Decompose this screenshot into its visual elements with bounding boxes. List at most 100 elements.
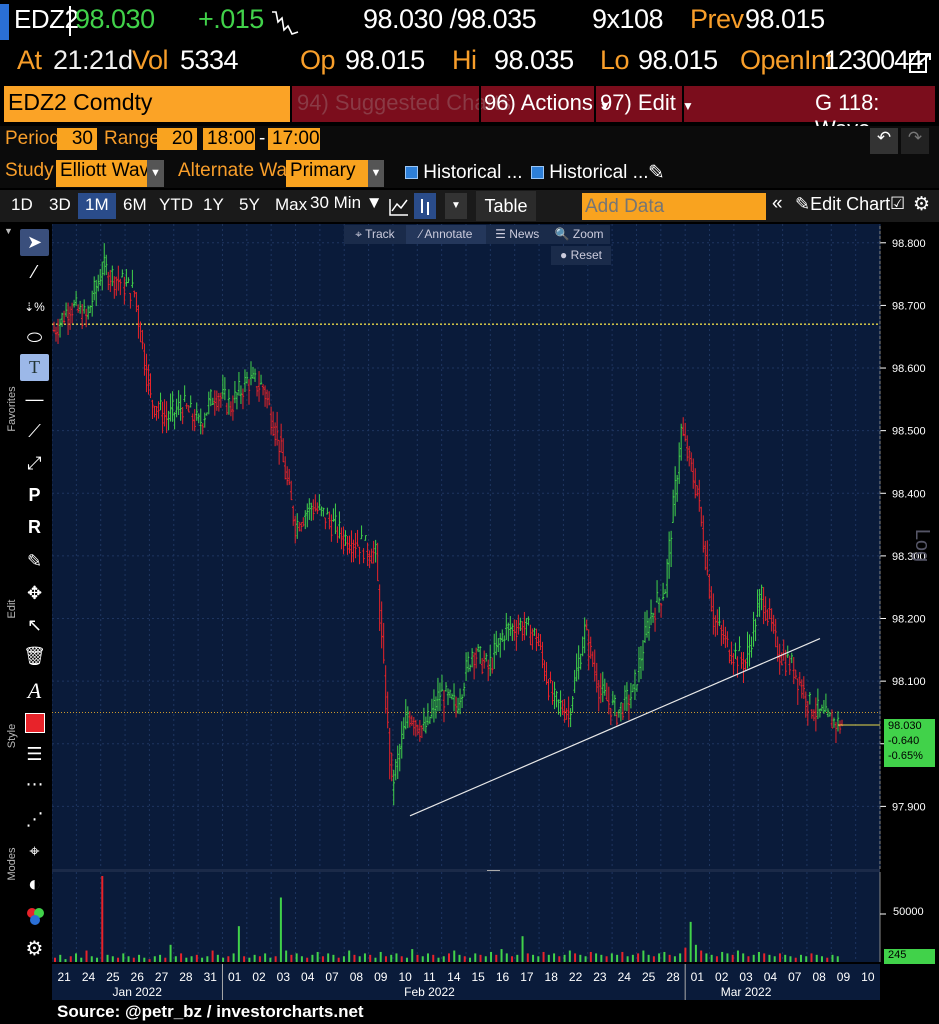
range-button-1d[interactable]: 1D [11,195,33,214]
period-input[interactable]: 30 [57,128,97,150]
sidebar-collapse-icon[interactable]: ▼ [4,226,13,236]
x-tick-label: 02 [252,970,266,984]
line-thickness-icon[interactable]: ☰ [26,744,43,764]
redo-icon[interactable]: ↷ [901,128,929,154]
volume-bar [815,954,818,962]
volume-bar [421,956,424,962]
gear-icon[interactable]: ⚙ [913,194,931,215]
collapse-icon[interactable]: « [772,193,783,214]
ray-tool-icon[interactable]: ⤢ [27,453,42,473]
chart-settings-icon[interactable]: ☑ [890,194,906,213]
range-button-6m[interactable]: 6M [123,195,147,214]
pencil-icon: ✎ [795,194,811,214]
price-chart[interactable]: 98.800 98.700 98.600 98.500 98.400 98.300 98.2… [52,224,939,1000]
color-mode-icon[interactable] [20,902,49,929]
edit-pen-icon[interactable]: ✎ [26,551,43,571]
pointer-tool-icon[interactable]: ➤ [20,229,49,256]
time-to-input[interactable]: 17:00 [268,128,320,150]
annotate-button[interactable]: ⁄ Annotate [405,225,487,244]
volume-bar [673,956,676,962]
x-tick-label: 01 [691,970,705,984]
volume-bar [705,953,708,962]
color-swatch-icon[interactable] [20,709,49,736]
volume-bar [390,954,393,962]
export-icon[interactable] [908,50,934,78]
left-toolbar [0,224,52,964]
x-tick-label: 28 [666,970,680,984]
range-button-max[interactable]: Max [275,195,308,214]
volume-bar [122,953,125,962]
dropdown-arrow-icon: ▼ [681,99,694,113]
volume-bar [484,956,487,962]
actions-menu[interactable]: 96) Actions ▼ [484,90,611,116]
draw-line-tool-icon[interactable]: ⁄ [32,262,36,282]
ellipse-tool-icon[interactable]: ⬭ [26,327,43,347]
pitchfork-tool-icon[interactable]: P [28,485,41,505]
volume-bar [595,953,598,962]
volume-bar [700,950,703,962]
x-tick-label: 15 [471,970,485,984]
line-style-icon[interactable]: ⋯ [25,774,44,794]
dropdown-arrow-icon[interactable]: ▼ [368,160,384,187]
x-tick-label: 25 [106,970,120,984]
study-select[interactable]: Elliott Wave [56,160,164,187]
range-button-5y[interactable]: 5Y [239,195,260,214]
line-chart-icon[interactable] [388,195,410,217]
security-input[interactable]: EDZ2 Comdty [4,86,290,122]
time-from-input[interactable]: 18:00 [203,128,255,150]
edit-menu[interactable]: 97) Edit ▼ [600,90,694,116]
study-label: Study [5,160,54,181]
dropdown-arrow-icon[interactable]: ▼ [147,160,164,187]
font-style-icon[interactable]: A [27,677,42,703]
volume-bar [663,951,666,962]
volume-bar [59,954,62,962]
range-button-1y[interactable]: 1Y [203,195,224,214]
actions-label: 96) Actions [484,90,593,115]
log-scale-toggle[interactable]: Log [911,528,934,563]
x-tick-label: 24 [82,970,96,984]
x-tick-label: 08 [350,970,364,984]
alternate-wave-select[interactable]: Primary [286,160,384,187]
news-button[interactable]: ☰ News [495,227,540,241]
volume-bar [810,953,813,962]
undo-icon[interactable]: ↶ [870,128,898,154]
trash-icon[interactable]: 🗑 [23,646,46,666]
range-button-1m[interactable]: 1M [78,193,116,219]
security-color-marker [0,4,9,40]
percent-tool-icon[interactable]: ⇣% [24,299,45,314]
move-icon[interactable]: ✥ [26,583,43,603]
interval-select[interactable]: 30 Min ▼ [310,193,383,212]
bar-chart-icon[interactable] [414,193,436,219]
dotted-line-icon[interactable]: ⋰ [25,809,44,829]
volume-bar [269,957,272,962]
volume-bar [353,954,356,962]
reset-button[interactable]: ● Reset [551,246,611,265]
zoom-button[interactable]: 🔍 Zoom [554,227,604,241]
volume-bar [153,956,156,962]
volume-bar [169,944,172,962]
select-add-icon[interactable]: ↖ [26,615,43,635]
text-tool-icon[interactable]: T [20,354,49,381]
horizontal-line-tool-icon[interactable]: — [25,389,44,409]
table-button[interactable]: Table [476,191,536,221]
pencil-icon[interactable]: ✎ [648,162,665,184]
add-data-input[interactable] [582,193,766,220]
edit-chart-button[interactable]: ✎Edit Chart [795,194,890,215]
suggested-charts-menu[interactable]: 94) Suggested Charts [297,90,512,115]
x-tick-label: 10 [398,970,412,984]
historical-checkbox-2[interactable]: Historical ... [531,162,649,184]
x-tick-label: 03 [739,970,753,984]
retracement-tool-icon[interactable]: R [28,517,41,537]
crosshair-mode-icon[interactable]: ⌖ [29,841,40,861]
magnet-mode-icon[interactable]: ◐ [27,870,42,896]
range-button-ytd[interactable]: YTD [159,195,193,214]
settings-gear-icon[interactable]: ⚙ [25,938,44,960]
range-button-3d[interactable]: 3D [49,195,71,214]
range-input[interactable]: 20 [157,128,197,150]
volume-bar [311,954,314,962]
volume-bar [295,953,298,962]
historical-checkbox-1[interactable]: Historical ... [405,162,523,184]
chart-type-dropdown-icon[interactable]: ▼ [445,193,467,219]
track-button[interactable]: ⌖ Track [355,227,395,241]
trendline-tool-icon[interactable]: ⟋ [28,421,41,441]
